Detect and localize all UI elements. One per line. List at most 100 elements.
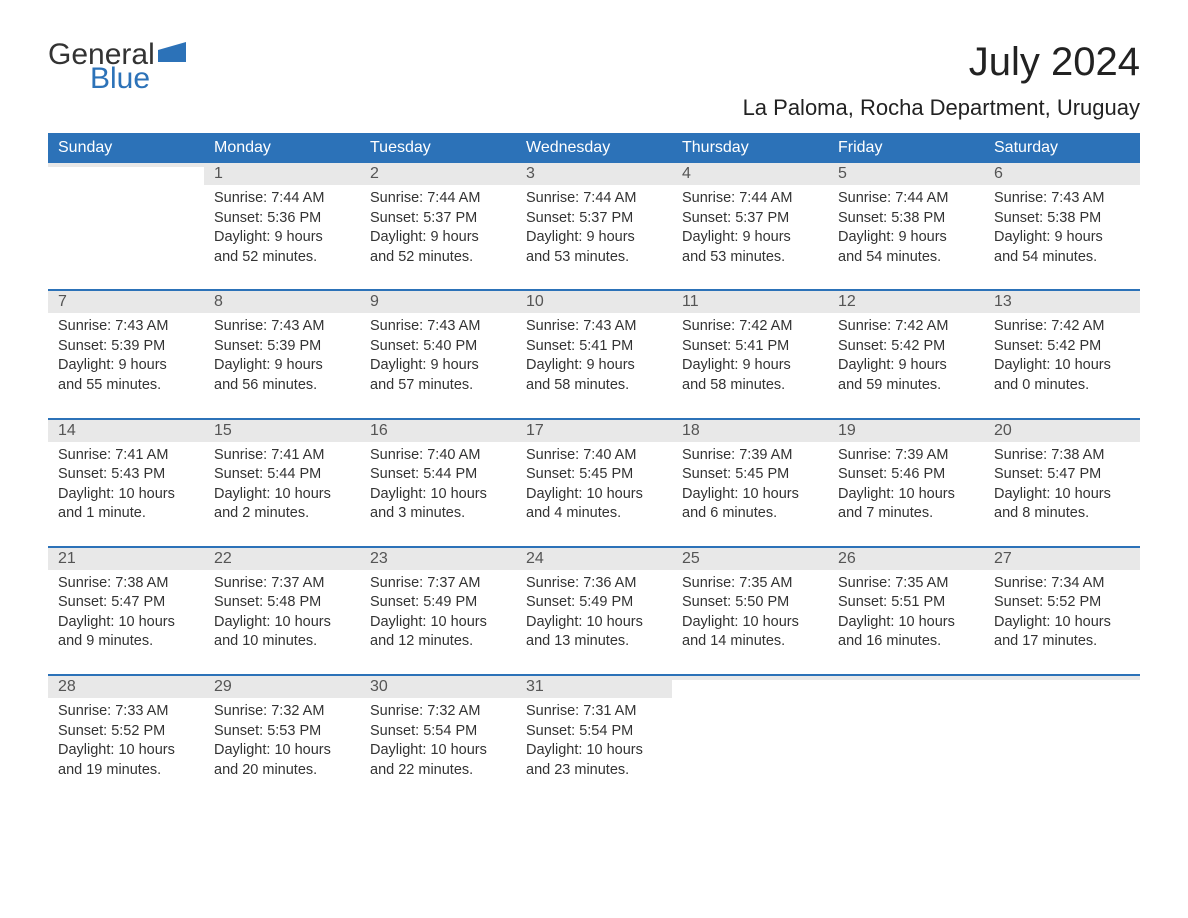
calendar-day: 29Sunrise: 7:32 AMSunset: 5:53 PMDayligh…	[204, 676, 360, 788]
day-daylight2: and 56 minutes.	[214, 376, 350, 396]
day-daylight1: Daylight: 9 hours	[682, 228, 818, 248]
calendar-day: 10Sunrise: 7:43 AMSunset: 5:41 PMDayligh…	[516, 291, 672, 403]
day-daylight1: Daylight: 9 hours	[214, 356, 350, 376]
day-details: Sunrise: 7:41 AMSunset: 5:43 PMDaylight:…	[58, 446, 194, 524]
day-sunrise: Sunrise: 7:41 AM	[214, 446, 350, 466]
day-sunrise: Sunrise: 7:43 AM	[214, 317, 350, 337]
day-sunrise: Sunrise: 7:39 AM	[682, 446, 818, 466]
logo: General Blue	[48, 40, 186, 94]
day-number: 2	[370, 165, 379, 182]
day-number-row: 7	[48, 291, 204, 313]
day-details: Sunrise: 7:43 AMSunset: 5:39 PMDaylight:…	[58, 317, 194, 395]
day-sunset: Sunset: 5:39 PM	[58, 337, 194, 357]
day-number-row: 31	[516, 676, 672, 698]
day-daylight1: Daylight: 9 hours	[838, 356, 974, 376]
day-number-row: 19	[828, 420, 984, 442]
day-number-row: 1	[204, 163, 360, 185]
day-sunset: Sunset: 5:49 PM	[370, 593, 506, 613]
calendar-day: 19Sunrise: 7:39 AMSunset: 5:46 PMDayligh…	[828, 420, 984, 532]
weekday-header-row: Sunday Monday Tuesday Wednesday Thursday…	[48, 133, 1140, 163]
day-daylight1: Daylight: 10 hours	[214, 485, 350, 505]
day-number-row: 10	[516, 291, 672, 313]
weekday-header: Thursday	[672, 133, 828, 163]
day-daylight1: Daylight: 9 hours	[58, 356, 194, 376]
day-number: 22	[214, 550, 232, 567]
day-sunset: Sunset: 5:50 PM	[682, 593, 818, 613]
calendar-day: 25Sunrise: 7:35 AMSunset: 5:50 PMDayligh…	[672, 548, 828, 660]
day-number: 15	[214, 422, 232, 439]
day-details: Sunrise: 7:35 AMSunset: 5:51 PMDaylight:…	[838, 574, 974, 652]
day-details: Sunrise: 7:32 AMSunset: 5:53 PMDaylight:…	[214, 702, 350, 780]
day-daylight2: and 6 minutes.	[682, 504, 818, 524]
day-sunrise: Sunrise: 7:41 AM	[58, 446, 194, 466]
calendar-day: 15 Sunrise: 7:41 AMSunset: 5:44 PMDayligh…	[204, 420, 360, 532]
weekday-header: Monday	[204, 133, 360, 163]
day-sunset: Sunset: 5:42 PM	[838, 337, 974, 357]
week-row: 21Sunrise: 7:38 AMSunset: 5:47 PMDayligh…	[48, 546, 1140, 660]
calendar-day: 28Sunrise: 7:33 AMSunset: 5:52 PMDayligh…	[48, 676, 204, 788]
day-daylight2: and 12 minutes.	[370, 632, 506, 652]
day-daylight1: Daylight: 9 hours	[526, 228, 662, 248]
weekday-header: Tuesday	[360, 133, 516, 163]
logo-text-blue: Blue	[90, 64, 186, 94]
calendar-day: 20Sunrise: 7:38 AMSunset: 5:47 PMDayligh…	[984, 420, 1140, 532]
location-text: La Paloma, Rocha Department, Uruguay	[743, 95, 1140, 121]
day-sunset: Sunset: 5:43 PM	[58, 465, 194, 485]
day-daylight1: Daylight: 10 hours	[370, 613, 506, 633]
day-sunset: Sunset: 5:42 PM	[994, 337, 1130, 357]
day-sunset: Sunset: 5:53 PM	[214, 722, 350, 742]
day-daylight1: Daylight: 10 hours	[214, 741, 350, 761]
day-daylight1: Daylight: 9 hours	[838, 228, 974, 248]
day-details: Sunrise: 7:43 AMSunset: 5:39 PMDaylight:…	[214, 317, 350, 395]
day-sunrise: Sunrise: 7:44 AM	[682, 189, 818, 209]
day-daylight2: and 59 minutes.	[838, 376, 974, 396]
calendar-day: 9Sunrise: 7:43 AMSunset: 5:40 PMDaylight…	[360, 291, 516, 403]
day-details: Sunrise: 7:41 AMSunset: 5:44 PMDaylight:…	[214, 446, 350, 524]
day-details: Sunrise: 7:44 AMSunset: 5:38 PMDaylight:…	[838, 189, 974, 267]
week-row: 28Sunrise: 7:33 AMSunset: 5:52 PMDayligh…	[48, 674, 1140, 788]
weeks-container: 1 Sunrise: 7:44 AMSunset: 5:36 PMDaylight…	[48, 163, 1140, 788]
day-sunset: Sunset: 5:52 PM	[994, 593, 1130, 613]
day-details: Sunrise: 7:44 AMSunset: 5:36 PMDaylight:…	[214, 189, 350, 267]
day-daylight2: and 14 minutes.	[682, 632, 818, 652]
day-number: 19	[838, 422, 856, 439]
day-number-row: 25	[672, 548, 828, 570]
day-daylight1: Daylight: 10 hours	[838, 485, 974, 505]
day-number-row	[984, 676, 1140, 680]
day-sunset: Sunset: 5:38 PM	[838, 209, 974, 229]
day-sunrise: Sunrise: 7:42 AM	[994, 317, 1130, 337]
day-number-row: 24	[516, 548, 672, 570]
day-daylight1: Daylight: 9 hours	[370, 356, 506, 376]
day-sunrise: Sunrise: 7:34 AM	[994, 574, 1130, 594]
day-number: 13	[994, 293, 1012, 310]
calendar-day: 22Sunrise: 7:37 AMSunset: 5:48 PMDayligh…	[204, 548, 360, 660]
day-sunrise: Sunrise: 7:36 AM	[526, 574, 662, 594]
day-number: 3	[526, 165, 535, 182]
day-details: Sunrise: 7:42 AMSunset: 5:42 PMDaylight:…	[994, 317, 1130, 395]
day-sunset: Sunset: 5:39 PM	[214, 337, 350, 357]
day-number-row: 13	[984, 291, 1140, 313]
day-details: Sunrise: 7:40 AMSunset: 5:45 PMDaylight:…	[526, 446, 662, 524]
day-sunrise: Sunrise: 7:44 AM	[838, 189, 974, 209]
day-details: Sunrise: 7:44 AMSunset: 5:37 PMDaylight:…	[526, 189, 662, 267]
day-number-row: 15	[204, 420, 360, 442]
calendar-day: 6Sunrise: 7:43 AMSunset: 5:38 PMDaylight…	[984, 163, 1140, 275]
day-daylight1: Daylight: 9 hours	[370, 228, 506, 248]
day-daylight2: and 8 minutes.	[994, 504, 1130, 524]
day-number-row: 5	[828, 163, 984, 185]
day-sunset: Sunset: 5:54 PM	[370, 722, 506, 742]
day-number-row: 23	[360, 548, 516, 570]
day-daylight1: Daylight: 9 hours	[994, 228, 1130, 248]
day-daylight1: Daylight: 10 hours	[682, 613, 818, 633]
day-number-row: 16	[360, 420, 516, 442]
day-sunset: Sunset: 5:47 PM	[58, 593, 194, 613]
calendar-day: 27Sunrise: 7:34 AMSunset: 5:52 PMDayligh…	[984, 548, 1140, 660]
day-sunrise: Sunrise: 7:38 AM	[994, 446, 1130, 466]
day-sunrise: Sunrise: 7:44 AM	[370, 189, 506, 209]
day-daylight2: and 53 minutes.	[682, 248, 818, 268]
calendar-day: 26Sunrise: 7:35 AMSunset: 5:51 PMDayligh…	[828, 548, 984, 660]
calendar-day: 3 Sunrise: 7:44 AMSunset: 5:37 PMDaylight…	[516, 163, 672, 275]
day-number: 30	[370, 678, 388, 695]
day-number: 9	[370, 293, 379, 310]
day-sunrise: Sunrise: 7:43 AM	[994, 189, 1130, 209]
